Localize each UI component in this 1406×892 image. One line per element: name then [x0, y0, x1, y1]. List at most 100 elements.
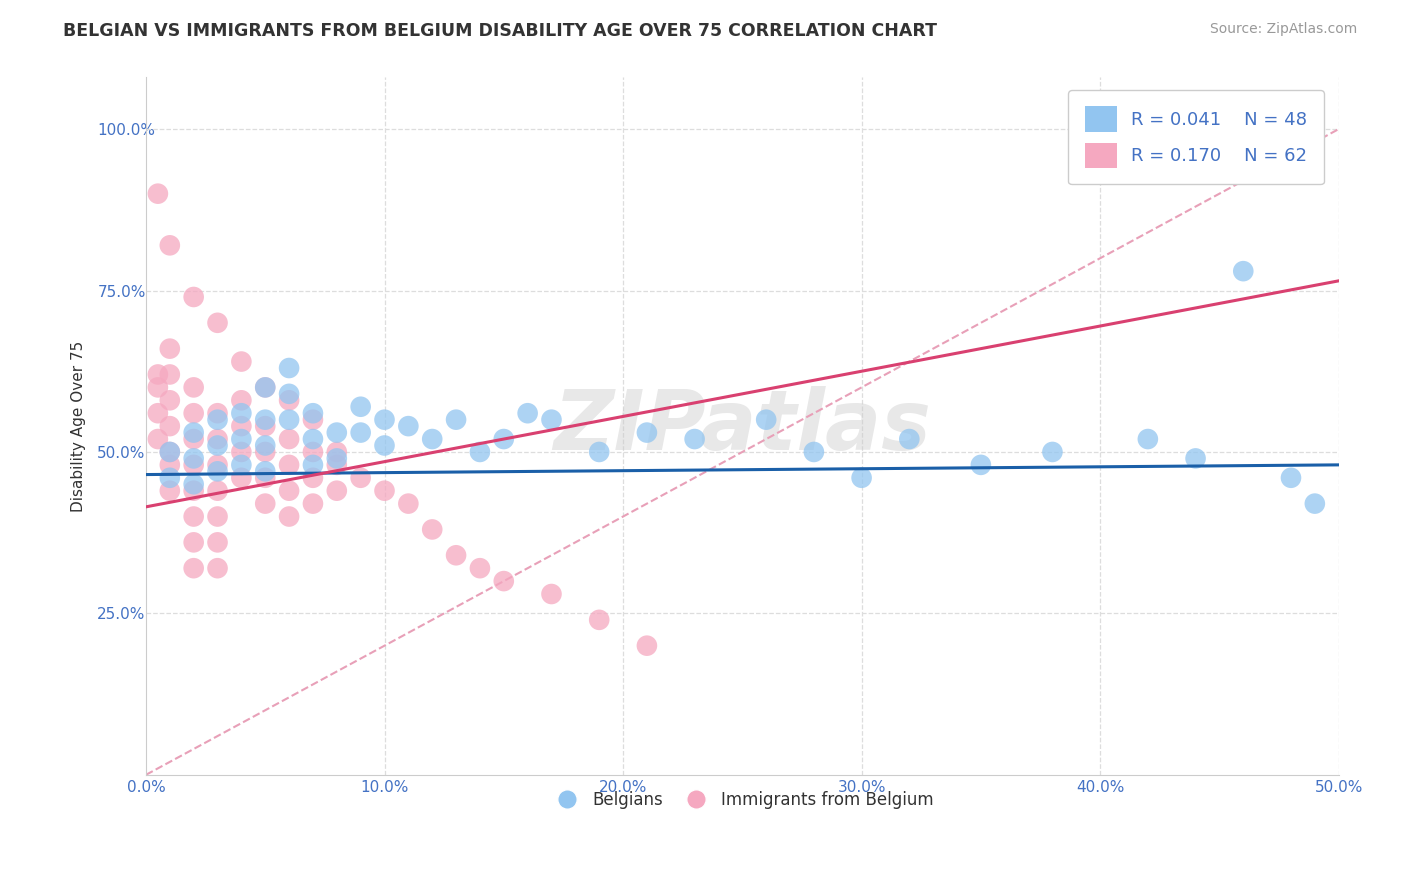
Point	[1136, 432, 1159, 446]
Y-axis label: Disability Age Over 75: Disability Age Over 75	[72, 341, 86, 512]
Point	[278, 412, 301, 426]
Point	[183, 535, 205, 549]
Point	[183, 477, 205, 491]
Point	[254, 412, 277, 426]
Point	[468, 445, 491, 459]
Point	[159, 445, 181, 459]
Point	[254, 380, 277, 394]
Text: ZIPatlas: ZIPatlas	[554, 385, 931, 467]
Point	[183, 509, 205, 524]
Point	[146, 186, 169, 201]
Point	[683, 432, 706, 446]
Point	[146, 368, 169, 382]
Point	[183, 451, 205, 466]
Point	[207, 438, 229, 452]
Point	[146, 380, 169, 394]
Point	[326, 458, 349, 472]
Point	[159, 419, 181, 434]
Point	[636, 425, 658, 440]
Point	[492, 432, 515, 446]
Point	[420, 523, 443, 537]
Point	[207, 412, 229, 426]
Point	[396, 419, 419, 434]
Point	[373, 438, 395, 452]
Point	[278, 361, 301, 376]
Point	[254, 438, 277, 452]
Point	[231, 419, 253, 434]
Point	[159, 445, 181, 459]
Point	[898, 432, 921, 446]
Point	[302, 406, 325, 420]
Point	[326, 451, 349, 466]
Point	[183, 380, 205, 394]
Point	[183, 290, 205, 304]
Point	[444, 549, 467, 563]
Point	[183, 425, 205, 440]
Text: Source: ZipAtlas.com: Source: ZipAtlas.com	[1209, 22, 1357, 37]
Point	[159, 238, 181, 252]
Point	[1232, 264, 1254, 278]
Point	[231, 393, 253, 408]
Point	[254, 419, 277, 434]
Point	[278, 458, 301, 472]
Point	[207, 509, 229, 524]
Point	[278, 432, 301, 446]
Point	[302, 445, 325, 459]
Point	[231, 445, 253, 459]
Point	[803, 445, 825, 459]
Point	[278, 393, 301, 408]
Point	[326, 425, 349, 440]
Point	[159, 483, 181, 498]
Point	[183, 483, 205, 498]
Point	[159, 471, 181, 485]
Point	[254, 471, 277, 485]
Point	[278, 483, 301, 498]
Point	[396, 497, 419, 511]
Point	[183, 561, 205, 575]
Point	[1303, 497, 1326, 511]
Point	[588, 445, 610, 459]
Point	[207, 406, 229, 420]
Point	[588, 613, 610, 627]
Point	[183, 458, 205, 472]
Point	[444, 412, 467, 426]
Point	[231, 406, 253, 420]
Point	[302, 458, 325, 472]
Legend: Belgians, Immigrants from Belgium: Belgians, Immigrants from Belgium	[544, 784, 941, 815]
Point	[231, 354, 253, 368]
Point	[851, 471, 873, 485]
Point	[326, 445, 349, 459]
Point	[373, 483, 395, 498]
Point	[254, 445, 277, 459]
Point	[159, 458, 181, 472]
Point	[302, 432, 325, 446]
Point	[254, 464, 277, 478]
Point	[159, 393, 181, 408]
Point	[207, 316, 229, 330]
Point	[207, 464, 229, 478]
Point	[1184, 451, 1206, 466]
Point	[492, 574, 515, 588]
Point	[207, 483, 229, 498]
Point	[1042, 445, 1064, 459]
Point	[146, 406, 169, 420]
Point	[970, 458, 993, 472]
Point	[159, 342, 181, 356]
Point	[326, 483, 349, 498]
Point	[231, 432, 253, 446]
Point	[146, 432, 169, 446]
Point	[207, 561, 229, 575]
Point	[540, 587, 562, 601]
Point	[350, 400, 373, 414]
Point	[755, 412, 778, 426]
Point	[540, 412, 562, 426]
Point	[278, 509, 301, 524]
Point	[1279, 471, 1302, 485]
Point	[254, 380, 277, 394]
Point	[373, 412, 395, 426]
Point	[207, 458, 229, 472]
Point	[302, 412, 325, 426]
Point	[350, 425, 373, 440]
Point	[207, 432, 229, 446]
Point	[636, 639, 658, 653]
